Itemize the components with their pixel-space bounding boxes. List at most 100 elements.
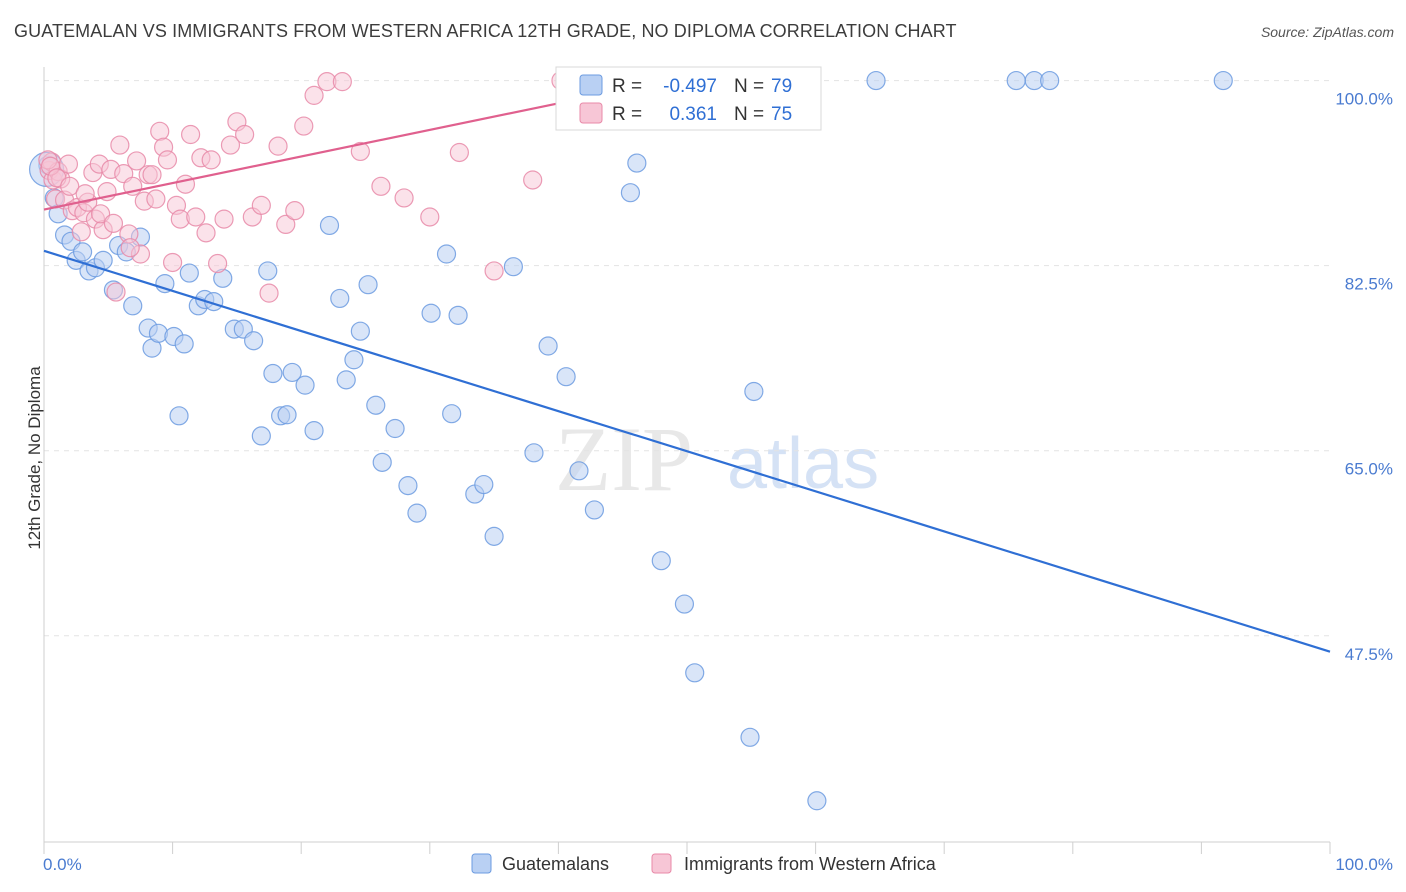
point-western-africa xyxy=(332,72,352,92)
point-guatemalans xyxy=(807,791,827,811)
legend-r-value-2: 0.361 xyxy=(669,104,717,125)
point-guatemalans xyxy=(866,70,886,91)
point-guatemalans xyxy=(148,323,169,343)
point-western-africa xyxy=(394,188,414,208)
point-guatemalans xyxy=(263,363,283,384)
point-western-africa xyxy=(276,214,296,234)
point-western-africa xyxy=(175,174,196,194)
bottom-legend-swatch-western-africa xyxy=(651,853,672,874)
point-western-africa xyxy=(304,85,324,105)
point-western-africa xyxy=(268,136,288,156)
watermark-atlas: atlas xyxy=(727,424,879,504)
point-western-africa xyxy=(146,189,166,209)
point-guatemalans xyxy=(442,404,462,424)
legend-r-value-1: -0.497 xyxy=(663,76,717,97)
point-guatemalans xyxy=(421,303,441,323)
point-guatemalans xyxy=(744,381,764,402)
y-tick-label: 65.0% xyxy=(1345,460,1393,479)
point-guatemalans xyxy=(740,727,760,747)
point-western-africa xyxy=(163,252,183,273)
bottom-legend-western-africa: Immigrants from Western Africa xyxy=(684,854,937,874)
point-guatemalans xyxy=(651,551,671,571)
point-western-africa xyxy=(60,176,80,196)
point-guatemalans xyxy=(350,321,370,341)
bottom-legend-guatemalans: Guatemalans xyxy=(502,854,609,874)
point-western-africa xyxy=(371,176,391,196)
point-western-africa xyxy=(285,201,305,221)
legend-n-value-2: 75 xyxy=(771,104,792,125)
point-guatemalans xyxy=(1006,70,1026,91)
point-guatemalans xyxy=(398,476,418,496)
point-western-africa xyxy=(75,184,95,204)
watermark-zip: ZIP xyxy=(555,408,693,510)
point-western-africa xyxy=(186,207,206,227)
point-guatemalans xyxy=(685,663,705,683)
point-western-africa xyxy=(157,150,178,170)
point-western-africa xyxy=(126,151,147,171)
point-guatemalans xyxy=(169,406,189,426)
point-western-africa xyxy=(251,195,271,215)
point-guatemalans xyxy=(258,261,278,281)
point-guatemalans xyxy=(1213,70,1233,91)
point-guatemalans xyxy=(330,288,350,309)
point-western-africa xyxy=(90,204,111,224)
y-tick-label: 82.5% xyxy=(1345,275,1393,294)
point-western-africa xyxy=(259,283,279,303)
point-guatemalans xyxy=(569,461,589,481)
point-guatemalans xyxy=(358,275,378,295)
bottom-legend-swatch-guatemalans xyxy=(471,853,492,874)
point-guatemalans xyxy=(620,183,641,203)
legend: R = -0.497 N = 79 R = 0.361 N = 75 xyxy=(555,66,822,131)
point-guatemalans xyxy=(179,263,199,283)
point-guatemalans xyxy=(282,362,302,383)
x-tick-label-max: 100.0% xyxy=(1335,855,1393,874)
source-label: Source: ZipAtlas.com xyxy=(1260,24,1394,40)
axes xyxy=(43,67,1331,854)
point-western-africa xyxy=(449,142,469,163)
legend-n-label-2: N = xyxy=(734,104,764,125)
point-western-africa xyxy=(106,282,126,302)
trend-line-guatemalans xyxy=(43,249,1331,653)
legend-swatch-western-africa xyxy=(579,102,603,124)
point-guatemalans xyxy=(524,443,544,463)
bottom-legend: Guatemalans Immigrants from Western Afri… xyxy=(471,853,937,874)
point-western-africa xyxy=(150,121,170,141)
point-guatemalans xyxy=(344,350,364,370)
point-guatemalans xyxy=(436,244,457,264)
x-tick-label-min: 0.0% xyxy=(43,855,82,874)
point-guatemalans xyxy=(1040,70,1060,91)
point-western-africa xyxy=(208,253,228,274)
legend-swatch-guatemalans xyxy=(579,74,603,96)
legend-n-value-1: 79 xyxy=(771,76,792,97)
point-western-africa xyxy=(235,124,255,145)
point-guatemalans xyxy=(385,418,405,439)
point-western-africa xyxy=(71,222,91,242)
point-western-africa xyxy=(110,135,130,155)
point-guatemalans xyxy=(72,242,93,262)
chart-title: GUATEMALAN VS IMMIGRANTS FROM WESTERN AF… xyxy=(14,21,957,41)
point-western-africa xyxy=(103,213,124,233)
point-western-africa xyxy=(420,207,440,227)
point-guatemalans xyxy=(366,395,386,415)
point-western-africa xyxy=(181,124,201,145)
point-guatemalans xyxy=(556,367,576,387)
point-western-africa xyxy=(120,238,140,258)
point-guatemalans xyxy=(538,336,558,356)
point-guatemalans xyxy=(244,331,264,351)
legend-r-label-2: R = xyxy=(612,104,642,125)
point-guatemalans xyxy=(319,215,340,236)
grid xyxy=(44,80,1330,637)
point-guatemalans xyxy=(484,526,504,546)
point-guatemalans xyxy=(503,257,523,277)
point-western-africa xyxy=(350,141,370,162)
point-western-africa xyxy=(214,209,234,229)
point-guatemalans xyxy=(277,405,297,425)
point-guatemalans xyxy=(304,421,324,441)
y-tick-label: 100.0% xyxy=(1335,90,1393,109)
y-axis-label: 12th Grade, No Diploma xyxy=(25,366,44,550)
point-guatemalans xyxy=(448,305,468,325)
point-western-africa xyxy=(201,150,221,170)
legend-r-label-1: R = xyxy=(612,76,642,97)
point-western-africa xyxy=(294,116,314,136)
